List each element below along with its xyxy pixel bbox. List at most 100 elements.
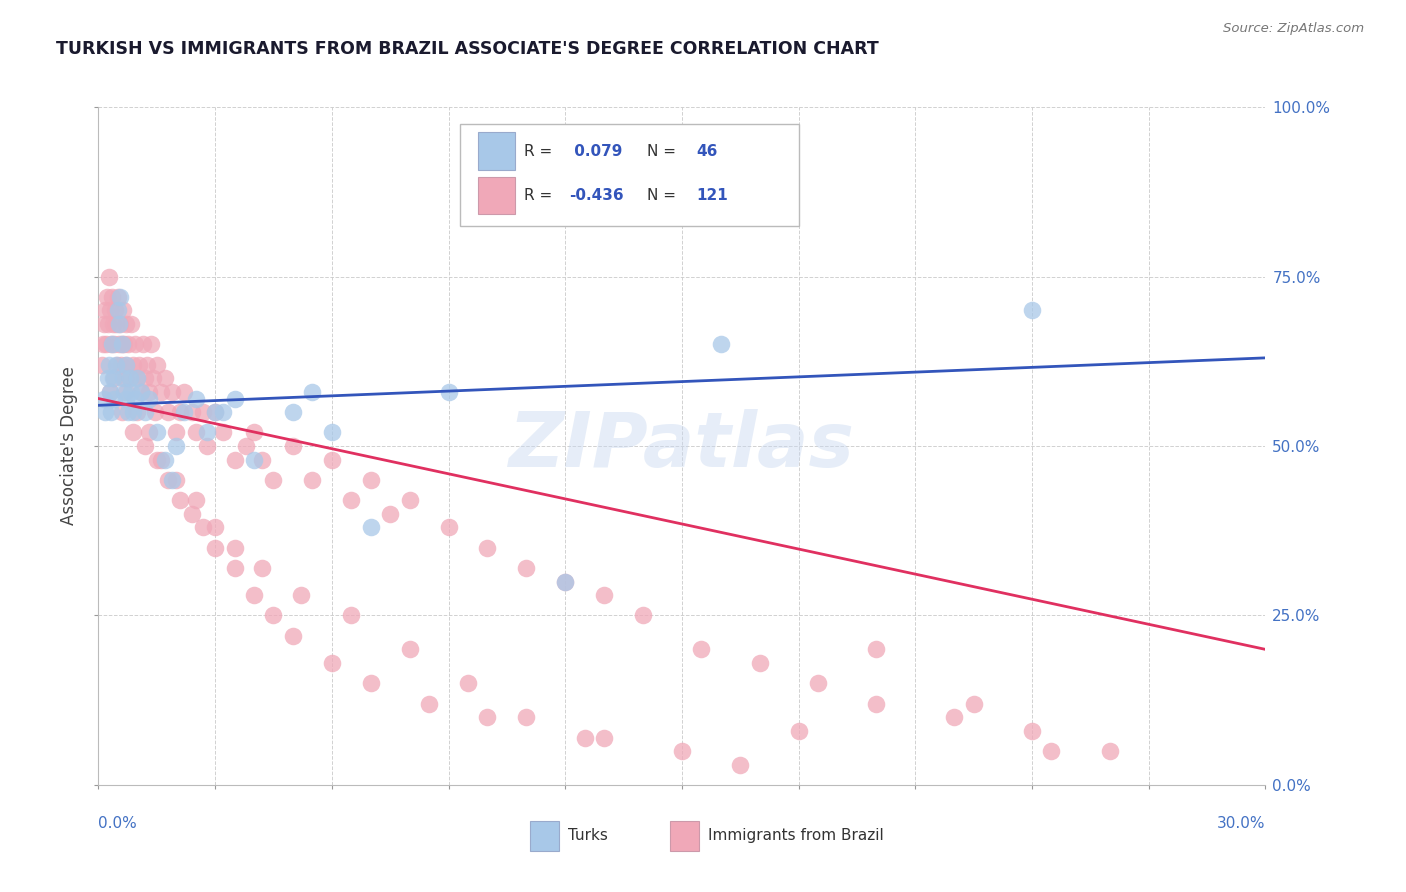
Point <box>111 303 134 318</box>
Point <box>138 384 160 399</box>
Point <box>142 371 165 385</box>
Point <box>398 642 420 657</box>
Point <box>112 384 135 399</box>
Point <box>173 384 195 399</box>
Point <box>593 588 616 602</box>
Point <box>631 608 654 623</box>
Point <box>437 520 460 534</box>
Point <box>114 371 136 385</box>
Point <box>437 384 460 399</box>
Point <box>235 439 257 453</box>
Point <box>101 290 124 304</box>
Point <box>554 574 576 589</box>
Point <box>96 337 118 351</box>
Point <box>108 290 131 304</box>
Point <box>204 405 226 419</box>
Point <box>204 541 226 555</box>
Point <box>180 405 202 419</box>
Point <box>165 473 187 487</box>
Point <box>224 392 246 406</box>
Point <box>962 697 984 711</box>
Point <box>574 731 596 745</box>
Point <box>515 561 537 575</box>
Text: Immigrants from Brazil: Immigrants from Brazil <box>707 829 883 843</box>
Point <box>243 452 266 467</box>
Point <box>139 337 162 351</box>
Point <box>290 588 312 602</box>
Point <box>301 473 323 487</box>
Point <box>104 358 127 372</box>
Point <box>807 676 830 690</box>
Point <box>122 425 145 440</box>
Point <box>301 384 323 399</box>
Point <box>143 405 166 419</box>
Point <box>321 425 343 440</box>
Point <box>94 405 117 419</box>
Point <box>360 520 382 534</box>
Point <box>117 405 139 419</box>
Point <box>96 290 118 304</box>
Point <box>111 405 134 419</box>
Point <box>204 520 226 534</box>
Point <box>1098 744 1121 758</box>
Point <box>103 371 125 385</box>
Point <box>98 384 121 399</box>
Point <box>127 371 149 385</box>
Point <box>787 723 810 738</box>
Point <box>115 358 138 372</box>
Point <box>118 371 141 385</box>
Point <box>103 392 125 406</box>
Point <box>418 697 440 711</box>
Point <box>162 473 184 487</box>
Point <box>157 473 180 487</box>
Point <box>398 493 420 508</box>
Point <box>128 358 150 372</box>
Point <box>281 629 304 643</box>
Point <box>281 439 304 453</box>
Point <box>690 642 713 657</box>
Point <box>91 358 114 372</box>
Point <box>169 405 191 419</box>
Y-axis label: Associate's Degree: Associate's Degree <box>60 367 79 525</box>
Point <box>93 317 115 331</box>
Point <box>360 473 382 487</box>
Point <box>94 303 117 318</box>
Point <box>115 392 138 406</box>
Point <box>121 384 143 399</box>
Point <box>149 384 172 399</box>
Point <box>124 337 146 351</box>
Point <box>165 425 187 440</box>
Point <box>184 493 207 508</box>
Point <box>321 656 343 670</box>
Point <box>111 371 134 385</box>
Point <box>138 392 160 406</box>
Point <box>153 371 176 385</box>
Point <box>457 676 479 690</box>
Point <box>107 290 129 304</box>
Point <box>943 710 966 724</box>
Point <box>100 337 122 351</box>
Point <box>243 425 266 440</box>
Point <box>122 405 145 419</box>
Point <box>93 392 115 406</box>
Point <box>124 392 146 406</box>
Point <box>127 371 149 385</box>
Point <box>380 507 402 521</box>
Point <box>162 384 184 399</box>
Text: TURKISH VS IMMIGRANTS FROM BRAZIL ASSOCIATE'S DEGREE CORRELATION CHART: TURKISH VS IMMIGRANTS FROM BRAZIL ASSOCI… <box>56 40 879 58</box>
Point <box>107 303 129 318</box>
Point <box>340 608 363 623</box>
Point <box>107 337 129 351</box>
Point <box>121 317 143 331</box>
Text: 0.0%: 0.0% <box>98 815 138 830</box>
Point <box>98 384 121 399</box>
Point <box>127 405 149 419</box>
Point <box>98 269 121 284</box>
Point <box>593 731 616 745</box>
Point <box>195 439 218 453</box>
Point <box>321 452 343 467</box>
Point <box>134 405 156 419</box>
Point <box>865 697 887 711</box>
Point <box>97 371 120 385</box>
Point <box>138 425 160 440</box>
